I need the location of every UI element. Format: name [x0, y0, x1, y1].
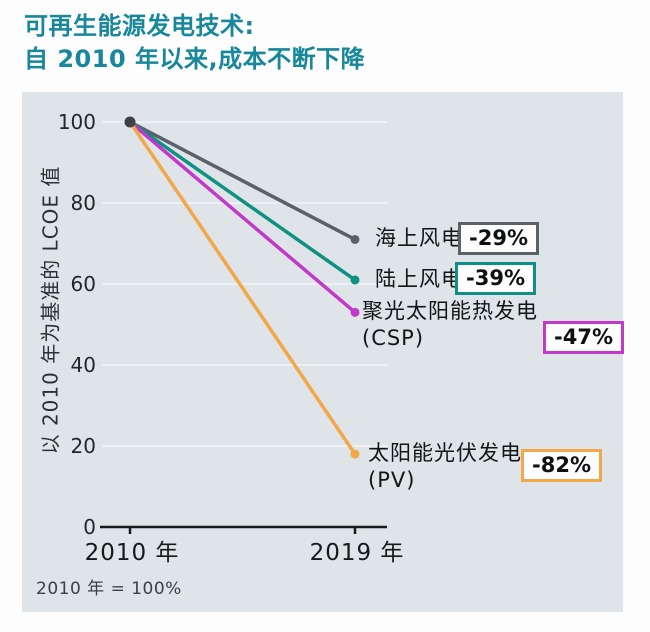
series-line — [128, 120, 357, 456]
chart-title-line-2: 自 2010 年以来,成本不断下降 — [24, 45, 366, 73]
y-tick-label: 40 — [71, 353, 96, 377]
y-tick-label: 20 — [71, 434, 96, 458]
change-badge: -29% — [458, 222, 539, 255]
series-end-dot — [350, 307, 360, 317]
x-tick-label: 2010 年 — [85, 540, 180, 566]
series-label: 海上风电 — [375, 225, 463, 252]
series-line — [128, 120, 357, 242]
y-axis-title: 以 2010 年为基准的 LCOE 值 — [38, 165, 63, 455]
chart-title: 可再生能源发电技术: 自 2010 年以来,成本不断下降 — [24, 10, 365, 76]
series-label: 聚光太阳能热发电 (CSP) — [362, 298, 538, 352]
series-label: 陆上风电 — [375, 266, 463, 293]
series-label-text: 陆上风电 — [375, 266, 463, 291]
chart-panel: 0 20 40 60 80 100 2010 年 2019 年 以 2010 年为基准的 LC… — [22, 92, 624, 612]
series-label: 太阳能光伏发电 (PV) — [368, 440, 522, 494]
series-end-dot — [350, 234, 360, 244]
change-badge: -39% — [455, 262, 536, 295]
change-badge: -47% — [543, 321, 624, 354]
y-tick-label: 80 — [71, 191, 96, 215]
baseline-footnote: 2010 年 = 100% — [36, 579, 182, 599]
series-end-dot — [350, 449, 360, 459]
chart-title-line-1: 可再生能源发电技术: — [24, 12, 255, 40]
x-tick-label: 2019 年 — [310, 540, 405, 566]
series-line — [128, 120, 357, 315]
series-label-text: 太阳能光伏发电 — [368, 441, 522, 466]
y-tick-label: 0 — [83, 515, 96, 539]
series-start-dot — [124, 116, 136, 128]
y-tick-label: 100 — [58, 110, 96, 134]
series-line — [128, 120, 357, 282]
y-tick-label: 60 — [71, 272, 96, 296]
series-label-text: 聚光太阳能热发电 — [362, 299, 538, 324]
series-end-dot — [350, 275, 360, 285]
chart-canvas: 0 20 40 60 80 100 2010 年 2019 年 — [58, 110, 405, 566]
series-label-text: 海上风电 — [375, 226, 463, 251]
series-label-subtext: (PV) — [368, 468, 416, 493]
series-label-subtext: (CSP) — [362, 326, 425, 351]
change-badge: -82% — [521, 449, 602, 482]
